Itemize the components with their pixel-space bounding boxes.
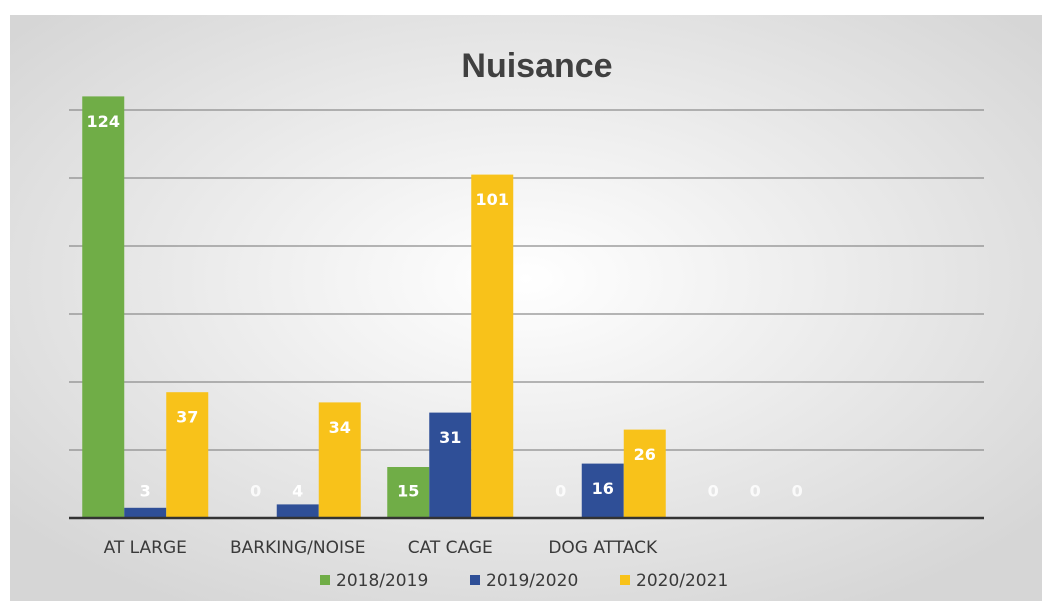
data-label: 37 (176, 408, 198, 427)
data-label: 0 (792, 482, 803, 501)
legend-label: 2018/2019 (336, 571, 428, 591)
bar (276, 504, 319, 518)
data-label: 26 (634, 445, 656, 464)
data-label: 3 (140, 482, 151, 501)
data-label: 124 (87, 112, 120, 131)
x-tick-label: DOG ATTACK (548, 538, 658, 558)
data-label: 34 (329, 418, 351, 437)
data-label: 0 (750, 482, 761, 501)
legend-swatch (470, 575, 480, 585)
bar (166, 392, 209, 518)
data-label: 31 (439, 428, 461, 447)
legend-label: 2020/2021 (636, 571, 728, 591)
legend-swatch (620, 575, 630, 585)
x-tick-label: AT LARGE (104, 538, 187, 558)
legend-swatch (320, 575, 330, 585)
bar (318, 402, 361, 518)
x-tick-label: CAT CAGE (408, 538, 493, 558)
bar (387, 467, 430, 518)
data-label: 101 (476, 190, 509, 209)
bar (623, 429, 666, 518)
legend-label: 2019/2020 (486, 571, 578, 591)
bar (429, 412, 472, 518)
data-label: 0 (250, 482, 261, 501)
bar (82, 96, 125, 519)
data-label: 0 (555, 482, 566, 501)
data-label: 15 (397, 482, 419, 501)
data-label: 4 (292, 482, 303, 501)
bar (581, 463, 624, 518)
data-label: 16 (592, 479, 614, 498)
chart-title: Nuisance (461, 47, 612, 85)
bar (471, 174, 514, 518)
data-label: 0 (708, 482, 719, 501)
bar (124, 507, 167, 518)
x-tick-label: BARKING/NOISE (230, 538, 366, 558)
